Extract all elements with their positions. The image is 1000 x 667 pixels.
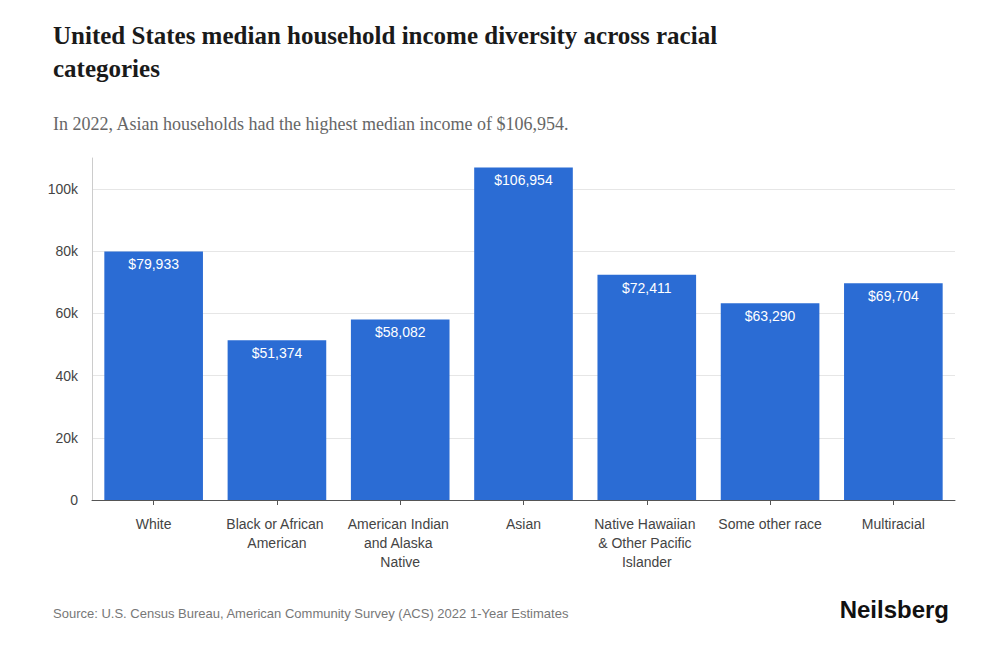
svg-text:Neilsberg: Neilsberg (840, 596, 949, 623)
svg-text:$51,374: $51,374 (252, 345, 303, 361)
svg-text:Native: Native (380, 554, 420, 570)
svg-text:$69,704: $69,704 (868, 288, 919, 304)
svg-text:and Alaska: and Alaska (364, 535, 436, 551)
svg-text:$58,082: $58,082 (375, 324, 426, 340)
svg-text:$72,411: $72,411 (622, 280, 672, 296)
svg-text:80k: 80k (55, 243, 79, 259)
svg-text:100k: 100k (48, 181, 79, 197)
svg-text:Islander: Islander (622, 554, 672, 570)
svg-text:0: 0 (70, 492, 78, 508)
svg-text:categories: categories (53, 55, 160, 82)
svg-text:Multiracial: Multiracial (862, 516, 925, 532)
svg-text:60k: 60k (55, 305, 79, 321)
svg-text:& Other Pacific: & Other Pacific (598, 535, 695, 551)
svg-text:American: American (247, 535, 306, 551)
svg-text:Native Hawaiian: Native Hawaiian (594, 516, 699, 532)
svg-text:Source: U.S. Census Bureau, Am: Source: U.S. Census Bureau, American Com… (53, 606, 569, 621)
svg-text:White: White (136, 516, 172, 532)
svg-text:20k: 20k (55, 430, 79, 446)
svg-text:$106,954: $106,954 (494, 172, 553, 188)
svg-text:Black or African: Black or African (226, 516, 327, 532)
svg-text:Some other race: Some other race (718, 516, 822, 532)
svg-text:American Indian: American Indian (348, 516, 453, 532)
svg-text:$79,933: $79,933 (128, 256, 179, 272)
svg-text:United States median household: United States median household income di… (53, 22, 723, 49)
svg-text:40k: 40k (55, 368, 79, 384)
svg-text:$63,290: $63,290 (745, 308, 796, 324)
svg-text:In 2022, Asian households had: In 2022, Asian households had the highes… (53, 114, 568, 134)
svg-text:Asian: Asian (506, 516, 541, 532)
